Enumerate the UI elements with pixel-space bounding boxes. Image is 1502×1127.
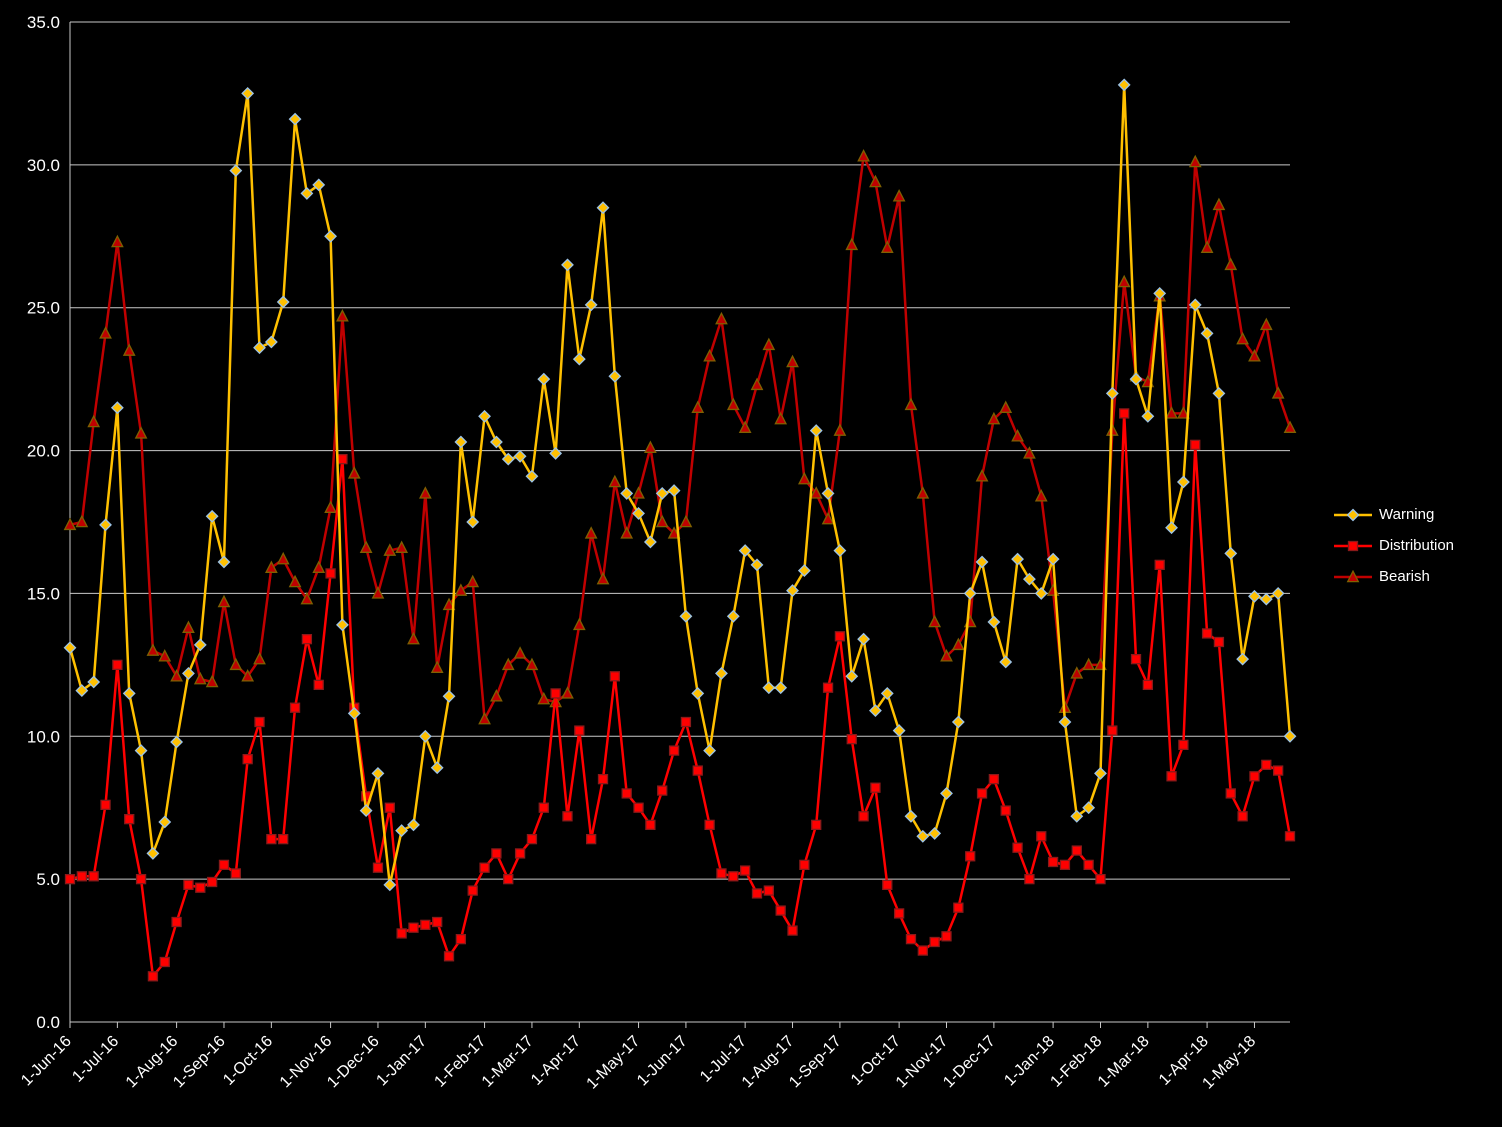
x-axis: 1-Jun-161-Jul-16 1-Aug-161-Sep-161-Oct-16… bbox=[18, 1022, 1259, 1093]
legend-item-warning: Warning bbox=[1334, 506, 1454, 523]
legend-item-bearish: Bearish bbox=[1334, 568, 1454, 585]
bearish-series bbox=[63, 149, 1297, 725]
svg-text:1-Feb-18: 1-Feb-18 bbox=[1047, 1033, 1105, 1091]
svg-text:1-Jun-16: 1-Jun-16 bbox=[18, 1033, 75, 1090]
svg-text:1-Jul-16: 1-Jul-16 bbox=[69, 1033, 122, 1086]
svg-text:1-Apr-17: 1-Apr-17 bbox=[528, 1033, 584, 1089]
svg-text:30.0: 30.0 bbox=[27, 156, 60, 175]
svg-text:5.0: 5.0 bbox=[36, 870, 60, 889]
svg-text:1-Jun-17: 1-Jun-17 bbox=[634, 1033, 691, 1090]
svg-text:20.0: 20.0 bbox=[27, 442, 60, 461]
svg-text:1-Oct-16: 1-Oct-16 bbox=[220, 1033, 276, 1089]
legend-item-distribution: Distribution bbox=[1334, 537, 1454, 554]
svg-text:10.0: 10.0 bbox=[27, 727, 60, 746]
warning-marker-icon bbox=[1334, 508, 1372, 521]
svg-text:1-Mar-18: 1-Mar-18 bbox=[1095, 1033, 1153, 1091]
bearish-marker-icon bbox=[1334, 569, 1372, 582]
svg-text:1-Dec-16: 1-Dec-16 bbox=[324, 1033, 383, 1092]
svg-text:1-Dec-17: 1-Dec-17 bbox=[940, 1033, 999, 1092]
svg-text:25.0: 25.0 bbox=[27, 299, 60, 318]
distribution-marker-icon bbox=[1334, 540, 1372, 551]
svg-text:35.0: 35.0 bbox=[27, 13, 60, 32]
svg-text:0.0: 0.0 bbox=[36, 1013, 60, 1032]
svg-text:15.0: 15.0 bbox=[27, 584, 60, 603]
warning-series bbox=[63, 78, 1297, 892]
distribution-series bbox=[64, 408, 1296, 982]
svg-text:1-May-17: 1-May-17 bbox=[584, 1033, 644, 1093]
legend-label-bearish: Bearish bbox=[1379, 568, 1430, 585]
svg-text:1-Mar-17: 1-Mar-17 bbox=[479, 1033, 537, 1091]
svg-text:1-Sep-17: 1-Sep-17 bbox=[786, 1033, 845, 1092]
legend-label-warning: Warning bbox=[1379, 506, 1435, 523]
svg-text:1-Sep-16: 1-Sep-16 bbox=[170, 1033, 229, 1092]
legend-label-distribution: Distribution bbox=[1379, 537, 1455, 554]
svg-text:1-Feb-17: 1-Feb-17 bbox=[431, 1033, 489, 1091]
legend: Warning Distribution Bearish bbox=[1334, 506, 1454, 585]
svg-text:1-Jan-17: 1-Jan-17 bbox=[373, 1033, 430, 1090]
